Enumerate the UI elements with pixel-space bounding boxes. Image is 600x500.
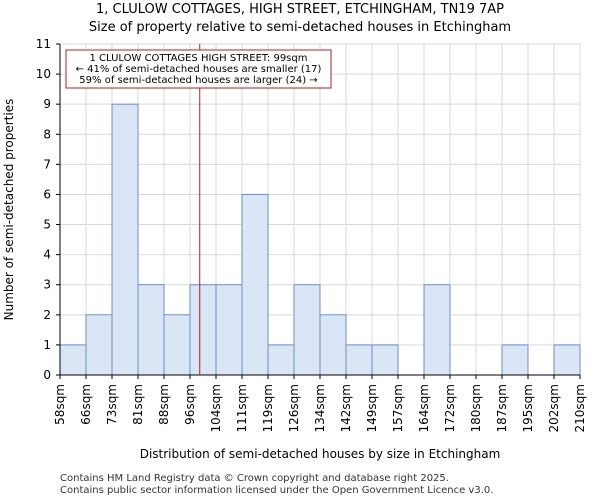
x-tick-label: 164sqm bbox=[417, 384, 431, 432]
y-tick-label: 4 bbox=[43, 248, 51, 262]
y-tick-label: 5 bbox=[43, 218, 51, 232]
x-tick-label: 88sqm bbox=[157, 384, 171, 425]
histogram-bar bbox=[85, 314, 113, 376]
y-tick-label: 11 bbox=[36, 37, 51, 51]
histogram-bar bbox=[319, 314, 347, 376]
y-tick-label: 8 bbox=[43, 127, 51, 141]
x-tick-label: 157sqm bbox=[391, 384, 405, 432]
histogram-bar bbox=[163, 314, 191, 376]
x-tick-label: 81sqm bbox=[131, 384, 145, 425]
x-tick-label: 119sqm bbox=[261, 384, 275, 432]
y-tick-label: 1 bbox=[43, 338, 51, 352]
y-tick-label: 6 bbox=[43, 187, 51, 201]
x-tick-label: 187sqm bbox=[495, 384, 509, 432]
histogram-bar bbox=[241, 193, 269, 376]
histogram-bar bbox=[345, 344, 373, 376]
histogram-bar bbox=[371, 344, 399, 376]
histogram-bar bbox=[59, 344, 87, 376]
chart-subtitle: Size of property relative to semi-detach… bbox=[88, 20, 512, 35]
footer-copyright: Contains HM Land Registry data © Crown c… bbox=[60, 473, 449, 484]
x-tick-label: 149sqm bbox=[365, 384, 379, 432]
y-tick-label: 9 bbox=[43, 97, 51, 111]
annotation-box bbox=[65, 49, 332, 89]
x-tick-label: 172sqm bbox=[443, 384, 457, 432]
x-tick-label: 96sqm bbox=[183, 384, 197, 425]
annotation-text: 1 CLULOW COTTAGES HIGH STREET: 99sqm bbox=[90, 53, 308, 64]
x-tick-label: 104sqm bbox=[209, 384, 223, 432]
histogram-bar bbox=[189, 284, 217, 376]
y-axis-label: Number of semi-detached properties bbox=[2, 99, 16, 321]
x-tick-label: 111sqm bbox=[235, 384, 249, 432]
x-tick-label: 58sqm bbox=[53, 384, 67, 425]
x-axis-label: Distribution of semi-detached houses by … bbox=[140, 447, 501, 461]
histogram-bar bbox=[267, 344, 295, 376]
histogram-bar bbox=[293, 284, 321, 376]
y-tick-label: 0 bbox=[43, 368, 51, 382]
histogram-bar bbox=[501, 344, 529, 376]
annotation-text: 59% of semi-detached houses are larger (… bbox=[79, 75, 317, 86]
x-tick-label: 210sqm bbox=[573, 384, 587, 432]
x-tick-label: 202sqm bbox=[547, 384, 561, 432]
histogram-bar bbox=[553, 344, 581, 376]
y-tick-label: 10 bbox=[36, 67, 51, 81]
histogram-bar bbox=[137, 284, 165, 376]
y-tick-label: 2 bbox=[43, 308, 51, 322]
chart-title: 1, CLULOW COTTAGES, HIGH STREET, ETCHING… bbox=[96, 2, 504, 17]
histogram-bar bbox=[215, 284, 243, 376]
y-tick-label: 7 bbox=[43, 157, 51, 171]
y-tick-label: 3 bbox=[43, 278, 51, 292]
footer-licence: Contains public sector information licen… bbox=[60, 485, 494, 496]
x-tick-label: 142sqm bbox=[339, 384, 353, 432]
histogram-bar bbox=[111, 103, 139, 376]
x-tick-label: 180sqm bbox=[469, 384, 483, 432]
x-tick-label: 195sqm bbox=[521, 384, 535, 432]
annotation-text: ← 41% of semi-detached houses are smalle… bbox=[76, 64, 322, 75]
x-tick-label: 134sqm bbox=[313, 384, 327, 432]
x-tick-label: 73sqm bbox=[105, 384, 119, 425]
x-tick-label: 66sqm bbox=[79, 384, 93, 425]
x-tick-label: 126sqm bbox=[287, 384, 301, 432]
histogram-bar bbox=[423, 284, 451, 376]
